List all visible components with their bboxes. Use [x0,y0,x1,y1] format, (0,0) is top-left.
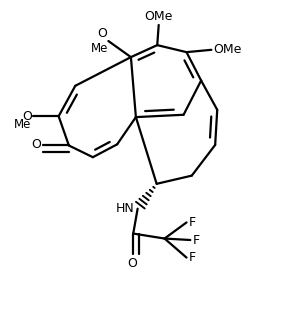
Text: OMe: OMe [214,43,242,56]
Text: Me: Me [14,118,32,131]
Text: O: O [97,27,107,40]
Text: O: O [22,110,32,123]
Text: HN: HN [115,202,134,214]
Text: Me: Me [91,42,108,55]
Text: F: F [188,251,196,264]
Text: OMe: OMe [145,10,173,23]
Text: F: F [188,216,196,229]
Text: O: O [31,138,41,151]
Text: F: F [192,233,200,247]
Text: O: O [128,257,138,270]
